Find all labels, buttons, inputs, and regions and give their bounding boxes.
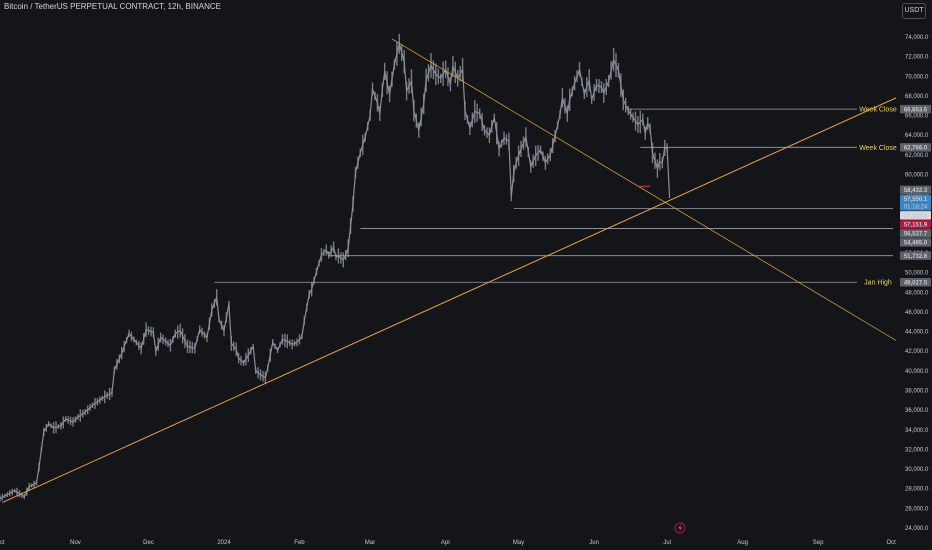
price-badge [900, 143, 931, 152]
descending-resistance-trendline [391, 38, 897, 341]
price-badge [900, 220, 931, 229]
price-badge-label: 57,315.4 [904, 214, 928, 220]
price-badge-label: 57,151.9 [904, 223, 928, 229]
y-tick-label: 68,000.0 [905, 94, 929, 100]
lightning-glyph [678, 524, 683, 532]
lightning-circle [674, 522, 686, 534]
price-line [0, 43, 671, 500]
y-tick-label: 32,000.0 [905, 447, 929, 453]
y-tick-label: 40,000.0 [905, 369, 929, 375]
x-tick-label: Mar [365, 540, 375, 546]
x-tick-label: Oct [0, 540, 5, 546]
level-annotation: Week Close [859, 107, 897, 114]
x-tick-label: Aug [737, 540, 748, 546]
y-tick-label: 28,000.0 [905, 487, 929, 493]
y-tick-label: 34,000.0 [905, 428, 929, 434]
y-tick-label: 62,000.0 [905, 153, 929, 159]
currency-button[interactable]: USDT [902, 3, 926, 19]
chart-title: Bitcoin / TetherUS PERPETUAL CONTRACT, 1… [4, 2, 221, 11]
y-tick-label: 70,000.0 [905, 74, 929, 80]
x-tick-label: 2024 [217, 540, 231, 546]
price-badge [900, 194, 931, 211]
x-tick-label: Dec [143, 540, 154, 546]
x-tick-label: Apr [441, 540, 450, 546]
y-tick-label: 72,000.0 [905, 55, 929, 61]
trendlines-layer [2, 38, 897, 503]
x-tick-label: May [513, 540, 524, 546]
price-badges: 66,653.6 62,766.0 58,432.3 57,550.1 01:18:24… [900, 104, 931, 287]
levels-layer: Week Close Week Close Jan High [214, 107, 897, 287]
price-badge [900, 185, 931, 195]
countdown-label: 01:18:24 [904, 205, 928, 211]
price-badge [900, 238, 931, 247]
y-tick-label: 38,000.0 [905, 389, 929, 395]
candles-layer [0, 33, 671, 502]
price-badge [900, 211, 931, 220]
time-axis[interactable]: Oct Nov Dec 2024 Feb Mar Apr May Jun Jul Aug Sep Oct [0, 540, 896, 546]
ascending-support-trendline [2, 97, 897, 503]
y-tick-label: 60,000.0 [905, 172, 929, 178]
x-tick-label: Nov [70, 540, 81, 546]
price-badge-label: 56,537.7 [904, 232, 928, 238]
y-tick-label: 36,000.0 [905, 408, 929, 414]
y-tick-label: 64,000.0 [905, 133, 929, 139]
price-badge-label: 54,495.0 [904, 241, 928, 247]
price-badge-label: 57,550.1 [904, 197, 928, 203]
price-badge [900, 277, 931, 287]
y-tick-label: 26,000.0 [905, 506, 929, 512]
price-badge-label: 51,732.6 [904, 254, 928, 260]
x-tick-label: Oct [886, 540, 896, 546]
x-tick-label: Feb [294, 540, 305, 546]
x-tick-label: Jun [589, 540, 599, 546]
y-tick-label: 30,000.0 [905, 467, 929, 473]
misc-layer [637, 185, 686, 534]
x-tick-label: Jul [663, 540, 671, 546]
price-badge-label: 66,653.6 [904, 107, 928, 113]
price-badge [900, 104, 931, 114]
y-tick-label: 48,000.0 [905, 290, 929, 296]
y-tick-label: 42,000.0 [905, 349, 929, 355]
y-tick-label: 24,000.0 [905, 526, 929, 532]
price-badge [900, 251, 931, 260]
lightning-icon [674, 522, 686, 534]
level-annotation: Week Close [859, 145, 897, 152]
y-tick-label: 46,000.0 [905, 310, 929, 316]
price-badge-label: 58,432.3 [904, 188, 928, 194]
y-tick-label: 44,000.0 [905, 330, 929, 336]
x-tick-label: Sep [813, 540, 824, 546]
level-annotation: Jan High [864, 280, 892, 287]
y-tick-label: 66,000.0 [905, 114, 929, 120]
price-badge-label: 49,027.5 [904, 280, 928, 286]
price-badge-label: 62,766.0 [904, 146, 928, 152]
price-badge [900, 229, 931, 238]
y-tick-label: 50,000.0 [905, 271, 929, 277]
y-tick-label: 74,000.0 [905, 35, 929, 41]
